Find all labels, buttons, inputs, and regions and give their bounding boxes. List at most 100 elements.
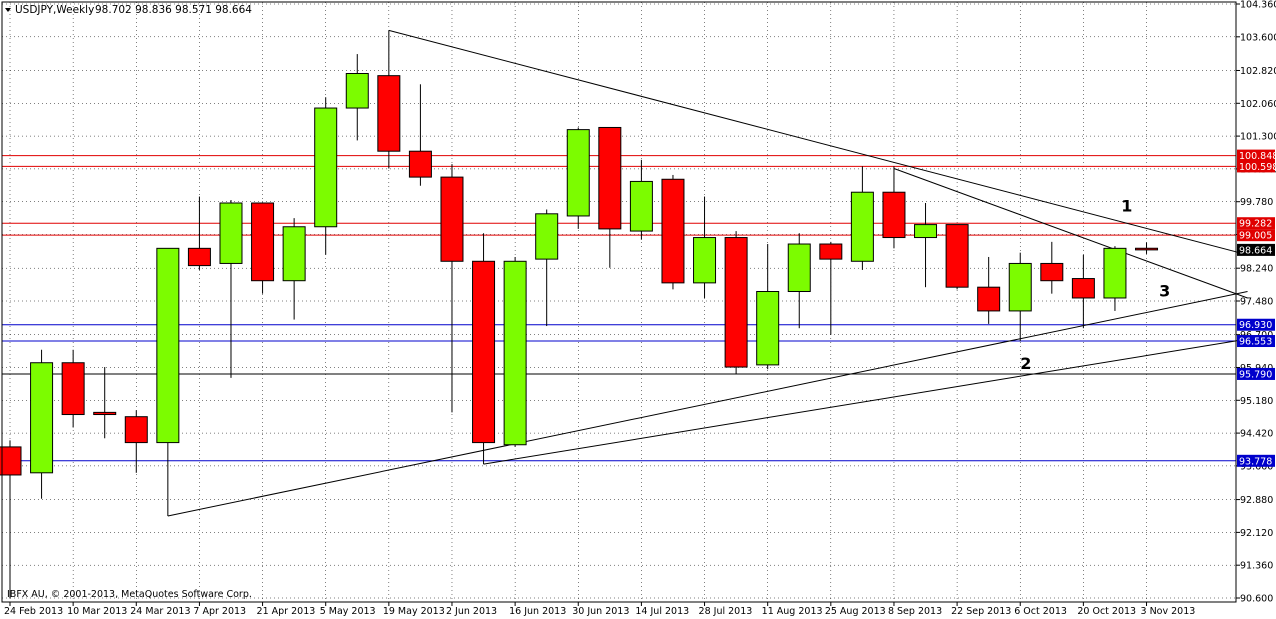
x-tick-label: 5 May 2013 — [320, 606, 376, 617]
candle-bear[interactable] — [1135, 242, 1159, 254]
candle-bull[interactable] — [30, 349, 54, 499]
candle-bear[interactable] — [977, 256, 1001, 324]
price-badge — [1237, 149, 1275, 162]
annotation-3: 3 — [1159, 282, 1170, 301]
price-badge — [1237, 217, 1275, 230]
y-tick-label: 102.060 — [1240, 99, 1276, 110]
candle-bear[interactable] — [945, 224, 969, 290]
candle-bear[interactable] — [408, 84, 432, 186]
trendline[interactable] — [893, 168, 1248, 299]
candle-body — [882, 191, 906, 239]
candle-bear[interactable] — [440, 164, 464, 413]
y-tick-label: 90.600 — [1240, 594, 1273, 605]
y-tick-label: 92.120 — [1240, 528, 1273, 539]
y-tick-label: 102.820 — [1240, 66, 1276, 77]
candle-bull[interactable] — [219, 199, 243, 378]
candle-bear[interactable] — [1040, 241, 1064, 294]
trendline[interactable] — [167, 291, 1248, 517]
candle-body — [850, 191, 874, 262]
candle-bull[interactable] — [535, 209, 559, 327]
candle-bear[interactable] — [124, 410, 148, 473]
x-tick-label: 2 Jun 2013 — [446, 606, 497, 617]
candle-bull[interactable] — [566, 127, 590, 229]
candle-bear[interactable] — [0, 440, 22, 598]
price-badge — [1237, 318, 1275, 331]
candlesticks — [0, 30, 1159, 598]
candle-bull[interactable] — [282, 218, 306, 320]
symbol-label: USDJPY,Weekly — [15, 4, 94, 16]
candle-bear[interactable] — [251, 202, 275, 294]
candle-bull[interactable] — [1103, 246, 1127, 311]
price-badge-label: 100.598 — [1239, 162, 1276, 173]
candle-bear[interactable] — [724, 231, 748, 374]
candle-bear[interactable] — [377, 30, 401, 169]
candle-bull[interactable] — [1008, 252, 1032, 342]
candle-bear[interactable] — [819, 241, 843, 335]
candle-bull[interactable] — [629, 159, 653, 240]
y-tick-label: 91.360 — [1240, 561, 1273, 572]
candle-bear[interactable] — [882, 166, 906, 249]
candle-bull[interactable] — [345, 54, 369, 141]
candle-body — [93, 411, 117, 416]
time-axis[interactable]: 24 Feb 2013 10 Mar 2013 24 Mar 2013 7 Apr 2… — [4, 602, 1195, 617]
candle-body — [472, 260, 496, 444]
x-tick-label: 20 Oct 2013 — [1077, 606, 1136, 617]
annotation-labels: 1 2 3 — [1020, 197, 1170, 374]
chart-header: USDJPY,Weekly 98.702 98.836 98.571 98.66… — [5, 4, 252, 16]
candle-body — [1040, 262, 1064, 282]
candle-body — [282, 226, 306, 282]
y-tick-label: 94.420 — [1240, 429, 1273, 440]
candle-body — [629, 180, 653, 232]
y-tick-label: 103.600 — [1240, 32, 1276, 43]
candle-body — [914, 224, 938, 239]
candle-bear[interactable] — [598, 126, 622, 268]
plot-border — [1, 1, 1237, 603]
candle-body — [945, 224, 969, 288]
annotation-1: 1 — [1121, 197, 1132, 216]
candle-bear[interactable] — [661, 174, 685, 290]
y-tick-label: 98.240 — [1240, 264, 1273, 275]
price-badge — [1237, 367, 1275, 380]
candle-body — [1008, 262, 1032, 312]
y-tick-label: 93.660 — [1240, 461, 1273, 472]
x-tick-label: 11 Aug 2013 — [762, 606, 823, 617]
candle-bull[interactable] — [787, 233, 811, 329]
candle-body — [30, 362, 54, 474]
candle-bull[interactable] — [503, 256, 527, 447]
candle-bear[interactable] — [1071, 254, 1095, 329]
x-tick-label: 24 Mar 2013 — [130, 606, 190, 617]
candle-body — [756, 291, 780, 366]
candle-body — [661, 178, 685, 284]
x-tick-label: 6 Oct 2013 — [1014, 606, 1067, 617]
candle-body — [61, 362, 85, 416]
candle-bear[interactable] — [93, 367, 117, 439]
price-badge-label: 95.790 — [1239, 369, 1272, 380]
y-tick-label: 95.180 — [1240, 396, 1273, 407]
candle-bull[interactable] — [314, 97, 338, 255]
candle-bull[interactable] — [914, 203, 938, 288]
candle-body — [535, 213, 559, 260]
candle-bear[interactable] — [472, 233, 496, 465]
candle-bear[interactable] — [187, 196, 211, 270]
candle-body — [314, 107, 338, 228]
x-tick-label: 25 Aug 2013 — [825, 606, 886, 617]
trendline[interactable] — [483, 338, 1248, 465]
price-badge-label: 96.930 — [1239, 320, 1272, 331]
price-badge-label: 98.664 — [1239, 245, 1272, 256]
x-tick-label: 22 Sep 2013 — [951, 606, 1011, 617]
candle-bull[interactable] — [756, 244, 780, 370]
candle-body — [187, 247, 211, 267]
candle-bull[interactable] — [156, 247, 180, 516]
trendline[interactable] — [388, 29, 1248, 256]
candle-body — [566, 129, 590, 217]
candle-bear[interactable] — [61, 349, 85, 428]
copyright-label: IBFX AU, © 2001-2013, MetaQuotes Softwar… — [7, 589, 252, 600]
candle-body — [440, 176, 464, 262]
candle-body — [156, 247, 180, 444]
triangle-down-icon[interactable] — [5, 8, 11, 12]
candle-body — [124, 416, 148, 444]
candle-bull[interactable] — [850, 166, 874, 270]
candle-bull[interactable] — [693, 196, 717, 298]
